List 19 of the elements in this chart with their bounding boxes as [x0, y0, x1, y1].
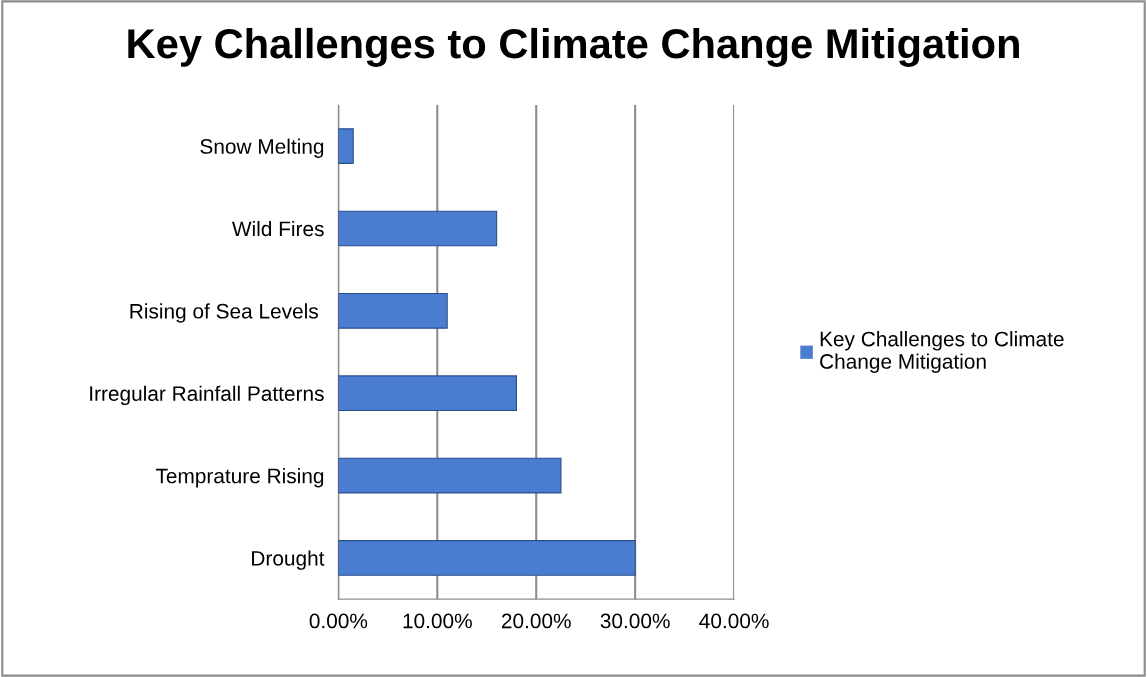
y-tick-label: Snow Melting: [200, 138, 324, 158]
chart-title: Key Challenges to Climate Change Mitigation: [128, 27, 1019, 67]
bar: [338, 540, 636, 576]
y-tick-label: Rising of Sea Levels: [130, 303, 318, 323]
y-tick-label: Irregular Rainfall Patterns: [90, 385, 324, 406]
legend-label: Key Challenges to Climate Change Mitigation: [820, 331, 1064, 373]
x-tick-label: 0.00%: [309, 613, 368, 629]
x-tick-label: 30.00%: [600, 613, 670, 629]
bar: [338, 128, 354, 164]
x-tick-label: 10.00%: [403, 613, 472, 629]
bar: [338, 375, 517, 412]
bar: [338, 293, 448, 329]
bar: [338, 457, 562, 494]
x-tick-label: 40.00%: [699, 613, 769, 629]
x-tick-label: 20.00%: [501, 613, 571, 629]
y-tick-label: Wild Fires: [231, 220, 324, 237]
y-tick-label: Temprature Rising: [155, 468, 324, 488]
bar: [338, 210, 498, 247]
y-tick-label: Drought: [252, 550, 325, 570]
